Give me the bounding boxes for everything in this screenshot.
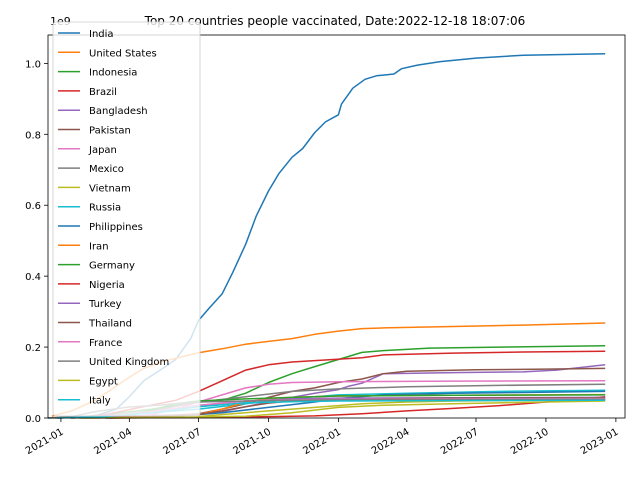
legend-label-5: Pakistan — [89, 126, 131, 137]
x-axis: 2021-01 2021-04 2021-07 2021-10 2022-01 2022-… — [24, 418, 621, 457]
legend-label-14: Turkey — [88, 299, 122, 310]
x-tick-label-7: 2022-10 — [509, 427, 551, 457]
y-tick-label-4: 0.8 — [25, 130, 41, 141]
x-tick-label-5: 2022-04 — [370, 427, 412, 457]
series-line-13 — [108, 395, 606, 419]
x-tick-label-2: 2021-07 — [162, 427, 204, 457]
plot-border — [47, 34, 626, 419]
legend-label-0: India — [89, 29, 114, 40]
y-tick-label-3: 0.6 — [25, 201, 41, 212]
y-tick-label-0: 0.0 — [25, 414, 41, 425]
legend-label-2: Indonesia — [89, 68, 137, 79]
legend-box — [52, 21, 201, 417]
x-tick-label-8: 2023-01 — [579, 427, 621, 457]
x-tick-label-4: 2022-01 — [301, 427, 343, 457]
legend-label-19: Italy — [89, 396, 111, 407]
legend-label-11: Iran — [89, 241, 109, 252]
legend-label-4: Bangladesh — [89, 106, 148, 117]
legend-label-6: Japan — [88, 145, 117, 156]
y-tick-label-2: 0.4 — [25, 272, 41, 283]
x-tick-label-1: 2021-04 — [92, 427, 134, 457]
legend-label-7: Mexico — [89, 164, 124, 175]
x-tick-label-3: 2021-10 — [231, 427, 273, 457]
y-axis: 0.0 0.2 0.4 0.6 0.8 1.0 — [25, 59, 48, 425]
legend-label-15: Thailand — [88, 319, 132, 330]
legend-label-1: United States — [89, 48, 157, 59]
x-tick-label-6: 2022-07 — [439, 427, 481, 457]
legend-label-8: Vietnam — [89, 183, 131, 194]
series-line-18 — [78, 400, 606, 419]
legend-label-17: United Kingdom — [89, 357, 169, 368]
legend-label-3: Brazil — [89, 87, 117, 98]
y-tick-label-1: 0.2 — [25, 343, 41, 354]
legend-label-9: Russia — [89, 203, 121, 214]
chart-title: Top 20 countries people vaccinated, Date… — [144, 14, 526, 28]
x-tick-label-0: 2021-01 — [24, 427, 66, 457]
legend: India United States Indonesia Brazil Banglad… — [52, 21, 201, 417]
legend-label-18: Egypt — [89, 376, 118, 387]
legend-label-16: France — [89, 338, 122, 349]
legend-label-12: Germany — [89, 261, 135, 272]
legend-label-13: Nigeria — [89, 280, 125, 291]
legend-label-10: Philippines — [89, 222, 143, 233]
y-tick-label-5: 1.0 — [25, 59, 41, 70]
